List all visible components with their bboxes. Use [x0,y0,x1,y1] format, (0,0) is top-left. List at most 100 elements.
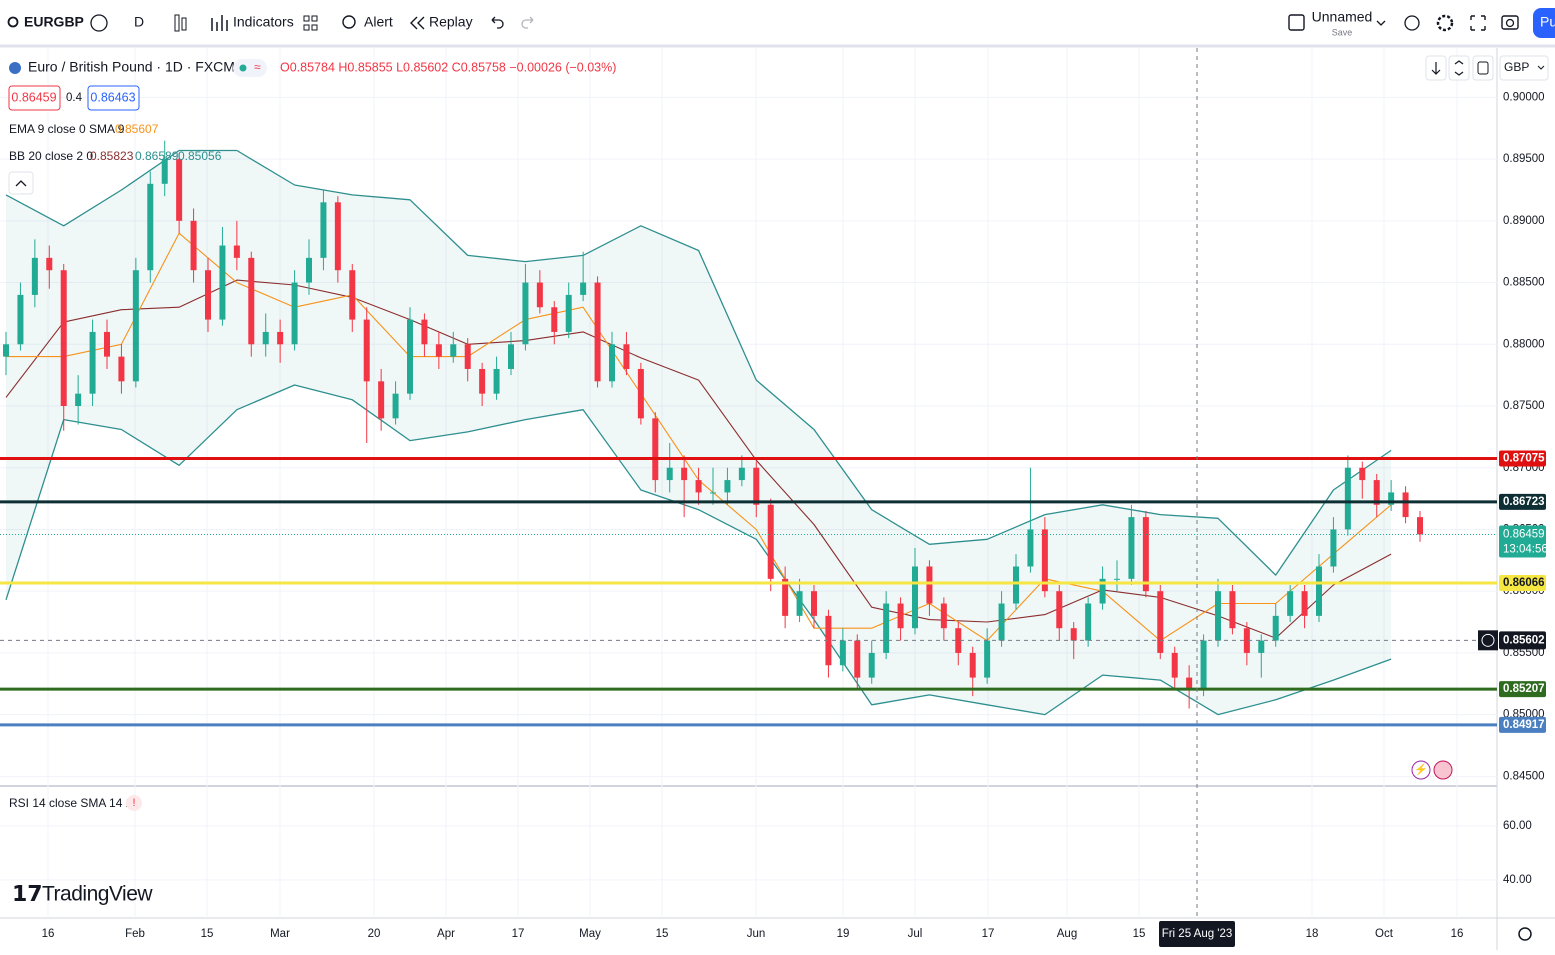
candle-body [969,652,976,678]
replay-button[interactable]: Replay [429,14,473,30]
candle-body [1070,628,1077,641]
legend-title: Euro / British Pound · 1D · FXCM [28,59,235,75]
countdown: 13:04:56 [1503,544,1548,556]
ask-price[interactable]: 0.86463 [90,90,135,104]
candle-body [46,257,53,271]
layout-icon[interactable] [1288,14,1305,31]
candle-body [883,603,890,653]
x-tick-label: 16 [1451,928,1464,940]
candle-body [565,294,572,332]
snapshot-lens [1505,18,1515,28]
crosshair-date-box [1159,921,1235,947]
level-label-box [1499,493,1546,510]
candle-body [1417,517,1423,535]
x-tick-label: 17 [512,928,525,940]
fullscreen[interactable] [1470,15,1486,31]
candle-body [493,368,500,394]
y-tick-label: 0.85500 [1503,647,1545,659]
crosshair-plus-box [1478,630,1498,651]
candle-body [695,480,702,493]
candle-body [609,344,615,382]
currency-button[interactable] [1499,55,1549,81]
overlay: 0.90000 0.89500 0.89000 0.88500 0.88000 0.875… [0,48,1548,947]
spread: 0.4 [66,92,83,104]
candle-body [897,603,904,629]
candle-body [17,294,24,345]
candle-body [536,282,543,308]
toolbar-bg [0,0,1555,46]
candle-body [868,652,875,678]
chart-type-icon[interactable] [174,14,180,32]
candle-body [955,628,962,653]
candle-body [782,578,789,616]
save-label[interactable]: Save [1332,27,1353,37]
x-tick-label: 16 [42,928,55,940]
layout-name[interactable]: Unnamed [1312,9,1373,25]
y-tick-label: 0.89000 [1503,215,1545,227]
pane-restore[interactable] [1472,55,1494,81]
candle-body [464,344,471,369]
candle-body [161,159,168,184]
currency[interactable]: GBP [1504,60,1529,74]
candle-body [637,368,644,419]
level-label: 0.86723 [1503,496,1545,508]
publish-label[interactable]: Pu [1540,14,1555,30]
level-label: 0.85207 [1503,683,1545,695]
search-icon[interactable] [7,16,19,28]
flag-icon[interactable] [1433,760,1453,780]
snapshot[interactable] [1501,15,1519,30]
candle-body [248,257,255,345]
templates-icon[interactable] [303,15,310,22]
candle-body [912,566,918,629]
quick-search[interactable] [1404,15,1420,31]
candle-body [1330,529,1337,567]
candle-body [1027,529,1034,567]
axis-settings[interactable] [1518,927,1532,941]
bid-price[interactable]: 0.86459 [11,90,56,104]
ema-legend: EMA 9 close 0 SMA 9 [9,122,125,136]
sell-button[interactable] [8,85,61,111]
last-price-label: 0.86459 [1503,529,1545,541]
indicators-button[interactable]: Indicators [233,14,294,30]
candle-body [147,183,154,271]
add-symbol[interactable] [90,14,108,32]
pane-maximize-icon [1454,60,1464,76]
symbol[interactable]: EURGBP [24,14,84,30]
buy-button[interactable] [87,85,140,111]
x-tick-label: Mar [270,928,290,940]
brand-logo: 𝟭𝟳 [12,881,43,906]
x-tick-label: Feb [125,928,145,940]
x-tick-label: 15 [656,928,669,940]
candle-body [1243,628,1250,653]
candle-body [522,282,529,345]
templates-icon [303,24,310,31]
layout-menu[interactable] [1376,20,1386,26]
x-tick-label: 19 [837,928,850,940]
candle-body [854,640,861,678]
collapse-legend[interactable] [8,171,34,195]
redo[interactable] [521,16,534,29]
event-icon[interactable] [1411,760,1431,780]
pane-maximize[interactable] [1448,55,1470,81]
x-tick-label: Jul [908,928,923,940]
status-pill [233,59,267,77]
publish-button[interactable] [1533,8,1555,38]
candle-body [320,202,327,258]
alert-button[interactable]: Alert [364,14,393,30]
candle-body [796,591,803,616]
candle-body [205,270,211,320]
rsi-tick-label: 60.00 [1503,820,1532,832]
candle-body [623,344,630,369]
undo[interactable] [491,16,504,29]
x-tick-label: Oct [1375,928,1394,940]
candle-body [176,159,183,221]
rsi-warning-icon: ! [132,797,135,809]
candle-body [378,381,385,419]
interval[interactable]: D [134,14,144,30]
candle-body [1215,591,1221,641]
candle-body [724,480,731,493]
y-tick-label: 0.87500 [1503,400,1545,412]
settings[interactable] [1436,14,1454,32]
level-label: 0.84917 [1503,719,1545,731]
